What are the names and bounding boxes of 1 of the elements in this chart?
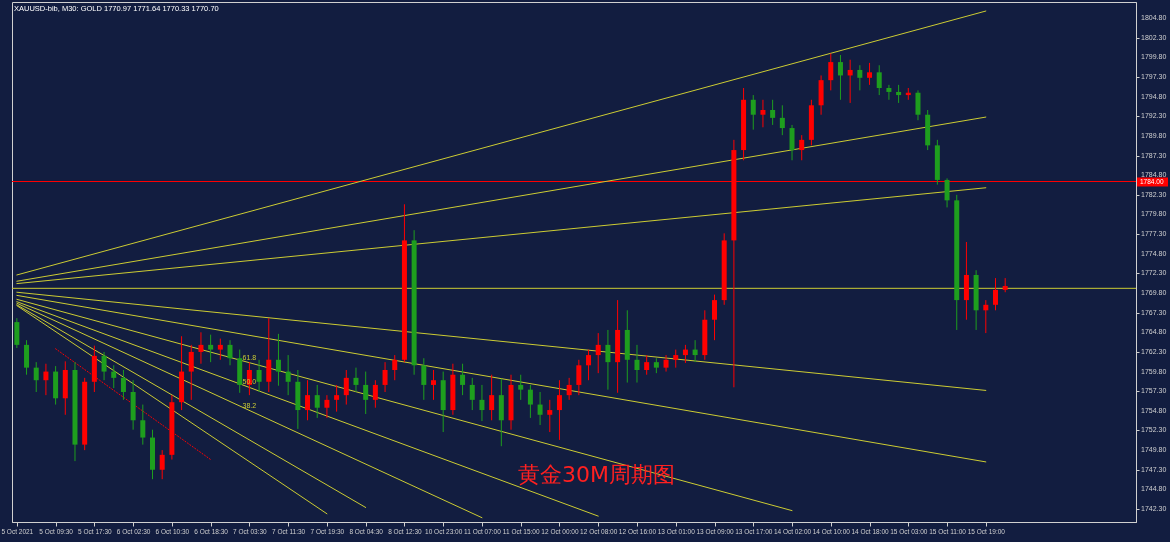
annotation: 黄金30M周期图: [517, 462, 675, 488]
